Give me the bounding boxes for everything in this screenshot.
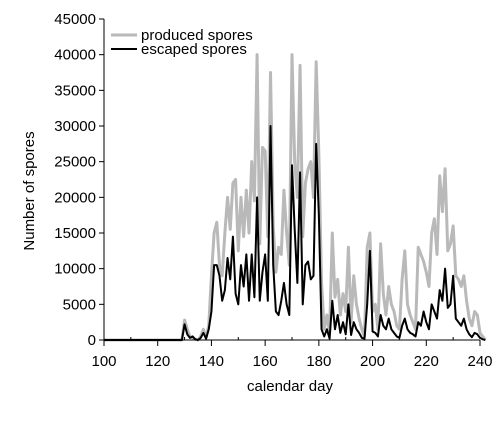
x-tick-label: 100 [91,353,116,370]
legend: produced spores escaped spores [111,27,253,58]
y-tick-label: 10000 [54,261,96,278]
y-tick-label: 30000 [54,118,96,135]
legend-label-produced-spores: produced spores [141,27,253,44]
x-tick-label: 200 [360,353,385,370]
x-tick-label: 120 [145,353,170,370]
x-axis-title: calendar day [247,378,333,395]
series-line-produced-spores [104,53,487,342]
y-tick-label: 35000 [54,82,96,99]
x-tick-label: 240 [467,353,492,370]
y-tick-label: 45000 [54,11,96,28]
series-layer [104,53,487,342]
y-tick-label: 5000 [63,296,96,313]
x-tick-label: 220 [414,353,439,370]
x-tick-label: 160 [253,353,278,370]
y-tick-label: 40000 [54,47,96,64]
y-tick-label: 0 [88,332,96,349]
y-tick-label: 15000 [54,225,96,242]
y-tick-label: 20000 [54,189,96,206]
series-line-escaped-spores [104,125,486,341]
ticks-layer: 0 5000 10000 15000 20000 25000 30000 35000 40000… [54,11,492,370]
x-tick-label: 140 [199,353,224,370]
y-tick-label: 25000 [54,154,96,171]
y-axis-title: Number of spores [21,131,38,250]
x-tick-label: 180 [306,353,331,370]
legend-label-escaped-spores: escaped spores [141,41,247,58]
